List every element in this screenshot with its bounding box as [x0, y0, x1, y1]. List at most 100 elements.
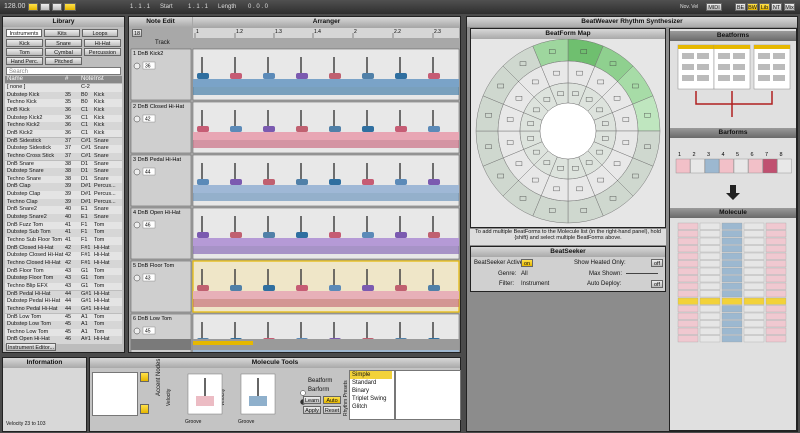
- library-tab[interactable]: Instruments: [6, 29, 42, 37]
- toolbar-button[interactable]: NT: [771, 3, 782, 11]
- library-tab[interactable]: Loops: [82, 29, 118, 37]
- library-row[interactable]: [5, 328, 122, 337]
- library-row[interactable]: [5, 252, 122, 260]
- record-button[interactable]: [52, 3, 62, 11]
- library-row[interactable]: [5, 198, 122, 207]
- library-row[interactable]: [5, 122, 122, 130]
- library-cell: Kick: [94, 129, 105, 136]
- molecule-cell: [677, 282, 699, 290]
- down-button[interactable]: [140, 404, 149, 414]
- library-row[interactable]: [5, 275, 122, 283]
- library-cell: Hi-Hat: [94, 252, 110, 259]
- auto-button[interactable]: Auto: [323, 396, 341, 404]
- library-row[interactable]: [5, 214, 122, 222]
- preset-item[interactable]: Standard: [352, 380, 377, 386]
- heated-toggle[interactable]: off: [651, 259, 663, 267]
- library-row[interactable]: [5, 191, 122, 199]
- library-panel: Library Instruments Kits Loops Kick Snare Hi-…: [2, 16, 125, 353]
- library-row[interactable]: [5, 91, 122, 100]
- toolbar-button[interactable]: Mix: [784, 3, 795, 11]
- reset-button[interactable]: Reset: [323, 406, 341, 414]
- toolbar-button[interactable]: BE: [735, 3, 746, 11]
- category-button[interactable]: Hand Perc.: [6, 57, 43, 65]
- category-button[interactable]: Snare: [45, 39, 82, 47]
- library-cell: Snare: [94, 145, 109, 152]
- category-button[interactable]: Kick: [6, 39, 43, 47]
- library-row[interactable]: [5, 267, 122, 276]
- preset-item[interactable]: Binary: [352, 388, 370, 394]
- apply-button[interactable]: Apply: [303, 406, 321, 414]
- library-row[interactable]: [5, 221, 122, 230]
- library-row[interactable]: [5, 229, 122, 237]
- mode-beatform[interactable]: Beatform: [308, 378, 333, 384]
- genre-value[interactable]: All: [521, 271, 528, 277]
- library-row[interactable]: [5, 152, 122, 161]
- category-button[interactable]: Hi-Hat: [84, 39, 121, 47]
- learn-button[interactable]: Learn: [303, 396, 321, 404]
- note-block: [197, 73, 209, 79]
- category-button[interactable]: Percussion: [84, 48, 121, 56]
- molecule-cell: [765, 237, 787, 245]
- library-row[interactable]: [5, 129, 122, 138]
- library-row[interactable]: [5, 244, 122, 253]
- tempo[interactable]: 128.00: [4, 3, 26, 10]
- library-row[interactable]: [5, 84, 122, 92]
- library-row[interactable]: [5, 336, 122, 345]
- library-row[interactable]: [5, 321, 122, 329]
- max-slider[interactable]: [626, 273, 658, 274]
- up-button[interactable]: [140, 372, 149, 382]
- toolbar-button[interactable]: Lib: [759, 3, 770, 11]
- category-button[interactable]: Cymbal: [45, 48, 82, 56]
- search-box[interactable]: Search: [6, 67, 121, 75]
- library-cell: Snare: [94, 152, 109, 159]
- preset-item[interactable]: Glitch: [352, 404, 368, 410]
- toolbar-button[interactable]: BW: [747, 3, 758, 11]
- preset-item[interactable]: Simple: [350, 371, 392, 379]
- library-row[interactable]: [5, 175, 122, 184]
- library-row[interactable]: [5, 160, 122, 169]
- active-toggle[interactable]: on: [521, 259, 533, 267]
- library-tab[interactable]: Kits: [44, 29, 80, 37]
- stop-button[interactable]: [40, 3, 50, 11]
- editor-button[interactable]: Instrument Editor...: [6, 343, 56, 351]
- length-value[interactable]: 1 . 1 . 1: [188, 4, 209, 10]
- quantize[interactable]: 18: [132, 29, 142, 37]
- library-row[interactable]: [5, 145, 122, 153]
- library-row[interactable]: [5, 259, 122, 268]
- molecule-cell: [699, 237, 721, 245]
- deploy-toggle[interactable]: off: [651, 280, 663, 288]
- play-button[interactable]: [28, 3, 38, 11]
- velocity-mode[interactable]: Nov. Vel: [680, 4, 699, 10]
- library-row[interactable]: [5, 168, 122, 176]
- molecule-cell: [765, 305, 787, 313]
- library-row[interactable]: [5, 206, 122, 214]
- library-cell: D#1: [81, 198, 92, 205]
- library-row[interactable]: [5, 290, 122, 299]
- note-block: [329, 232, 341, 238]
- library-row[interactable]: [5, 183, 122, 192]
- molecule-cell: [677, 237, 699, 245]
- map-glyph: [613, 96, 621, 101]
- library-row[interactable]: [5, 305, 122, 314]
- library-row[interactable]: [5, 282, 122, 291]
- mode-barform[interactable]: Barform: [308, 387, 330, 393]
- library-cell: 37: [65, 137, 72, 144]
- preset-item[interactable]: Triplet Swing: [352, 396, 387, 402]
- library-row[interactable]: [5, 313, 122, 322]
- start-value[interactable]: 1 . 1 . 1: [130, 4, 151, 10]
- ruler-label: 2.3: [434, 29, 441, 35]
- category-button[interactable]: Tom: [6, 48, 43, 56]
- loop-button[interactable]: [64, 3, 76, 11]
- track-level-bars: [131, 339, 191, 350]
- category-button[interactable]: Pitched: [45, 57, 82, 65]
- library-row[interactable]: [5, 114, 122, 123]
- library-row[interactable]: [5, 106, 122, 115]
- library-row[interactable]: [5, 137, 122, 146]
- library-cell: C1: [81, 122, 89, 129]
- library-row[interactable]: [5, 298, 122, 306]
- filter-value[interactable]: Instrument: [521, 281, 550, 287]
- library-row[interactable]: [5, 237, 122, 245]
- beatform-map[interactable]: [471, 39, 665, 227]
- toolbar-button[interactable]: MIDI: [706, 3, 722, 11]
- library-row[interactable]: [5, 99, 122, 107]
